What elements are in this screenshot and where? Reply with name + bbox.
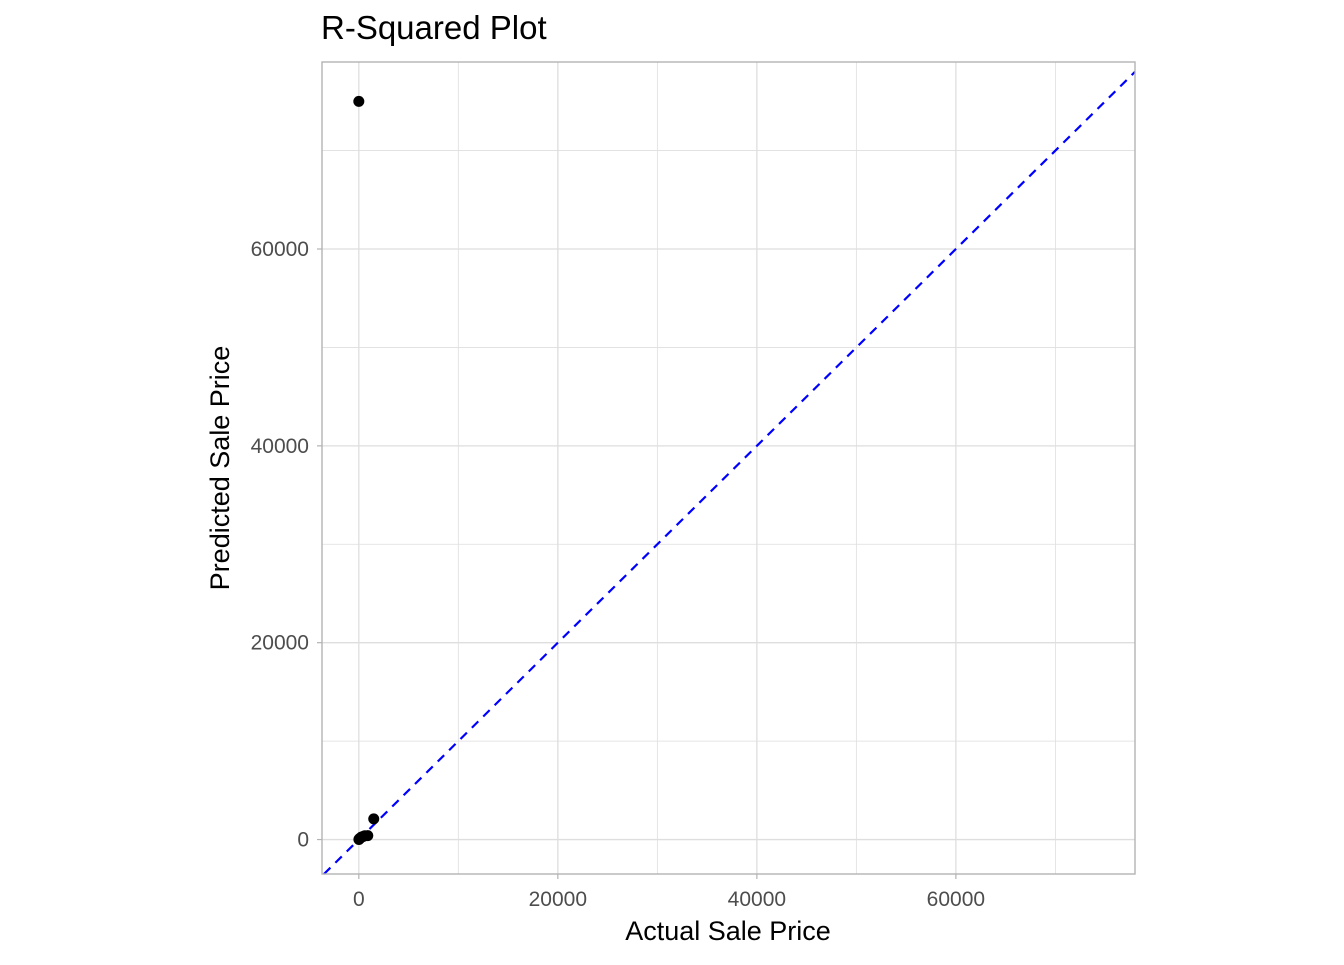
reference-line <box>323 71 1136 875</box>
data-point <box>368 813 380 825</box>
x-axis-ticks: 0 20000 40000 60000 <box>353 874 985 911</box>
x-tick-label: 60000 <box>927 888 985 911</box>
x-tick-label: 0 <box>353 888 365 911</box>
chart-title: R-Squared Plot <box>321 9 547 46</box>
x-axis-label: Actual Sale Price <box>625 916 831 946</box>
y-tick-label: 0 <box>297 829 309 852</box>
y-tick-label: 60000 <box>251 238 309 261</box>
reference-line-layer <box>323 71 1136 875</box>
panel-border <box>321 61 1136 875</box>
y-axis-ticks: 0 20000 40000 60000 <box>251 238 322 852</box>
x-tick-label: 20000 <box>529 888 587 911</box>
data-point <box>353 833 365 845</box>
data-point <box>353 95 365 107</box>
grid-layer <box>322 62 1135 874</box>
y-tick-label: 20000 <box>251 632 309 655</box>
points-layer <box>353 95 380 845</box>
x-tick-label: 40000 <box>728 888 786 911</box>
y-axis-label: Predicted Sale Price <box>205 346 235 591</box>
y-tick-label: 40000 <box>251 435 309 458</box>
